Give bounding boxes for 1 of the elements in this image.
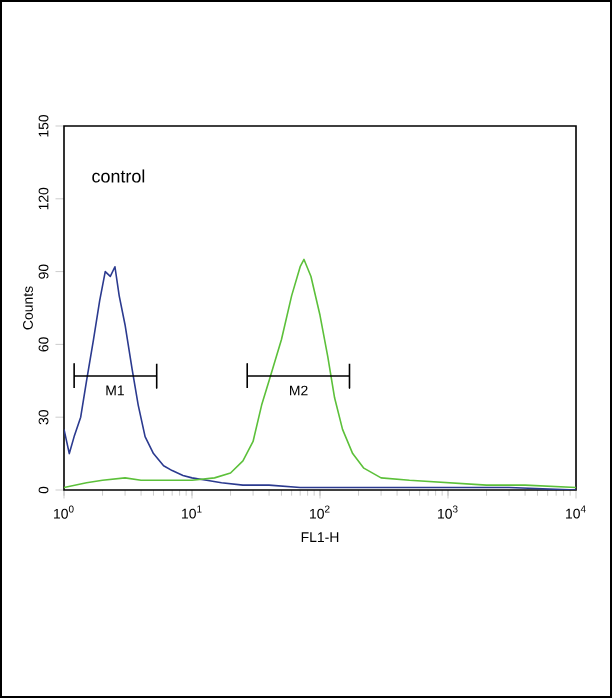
annotation: control <box>92 169 145 183</box>
